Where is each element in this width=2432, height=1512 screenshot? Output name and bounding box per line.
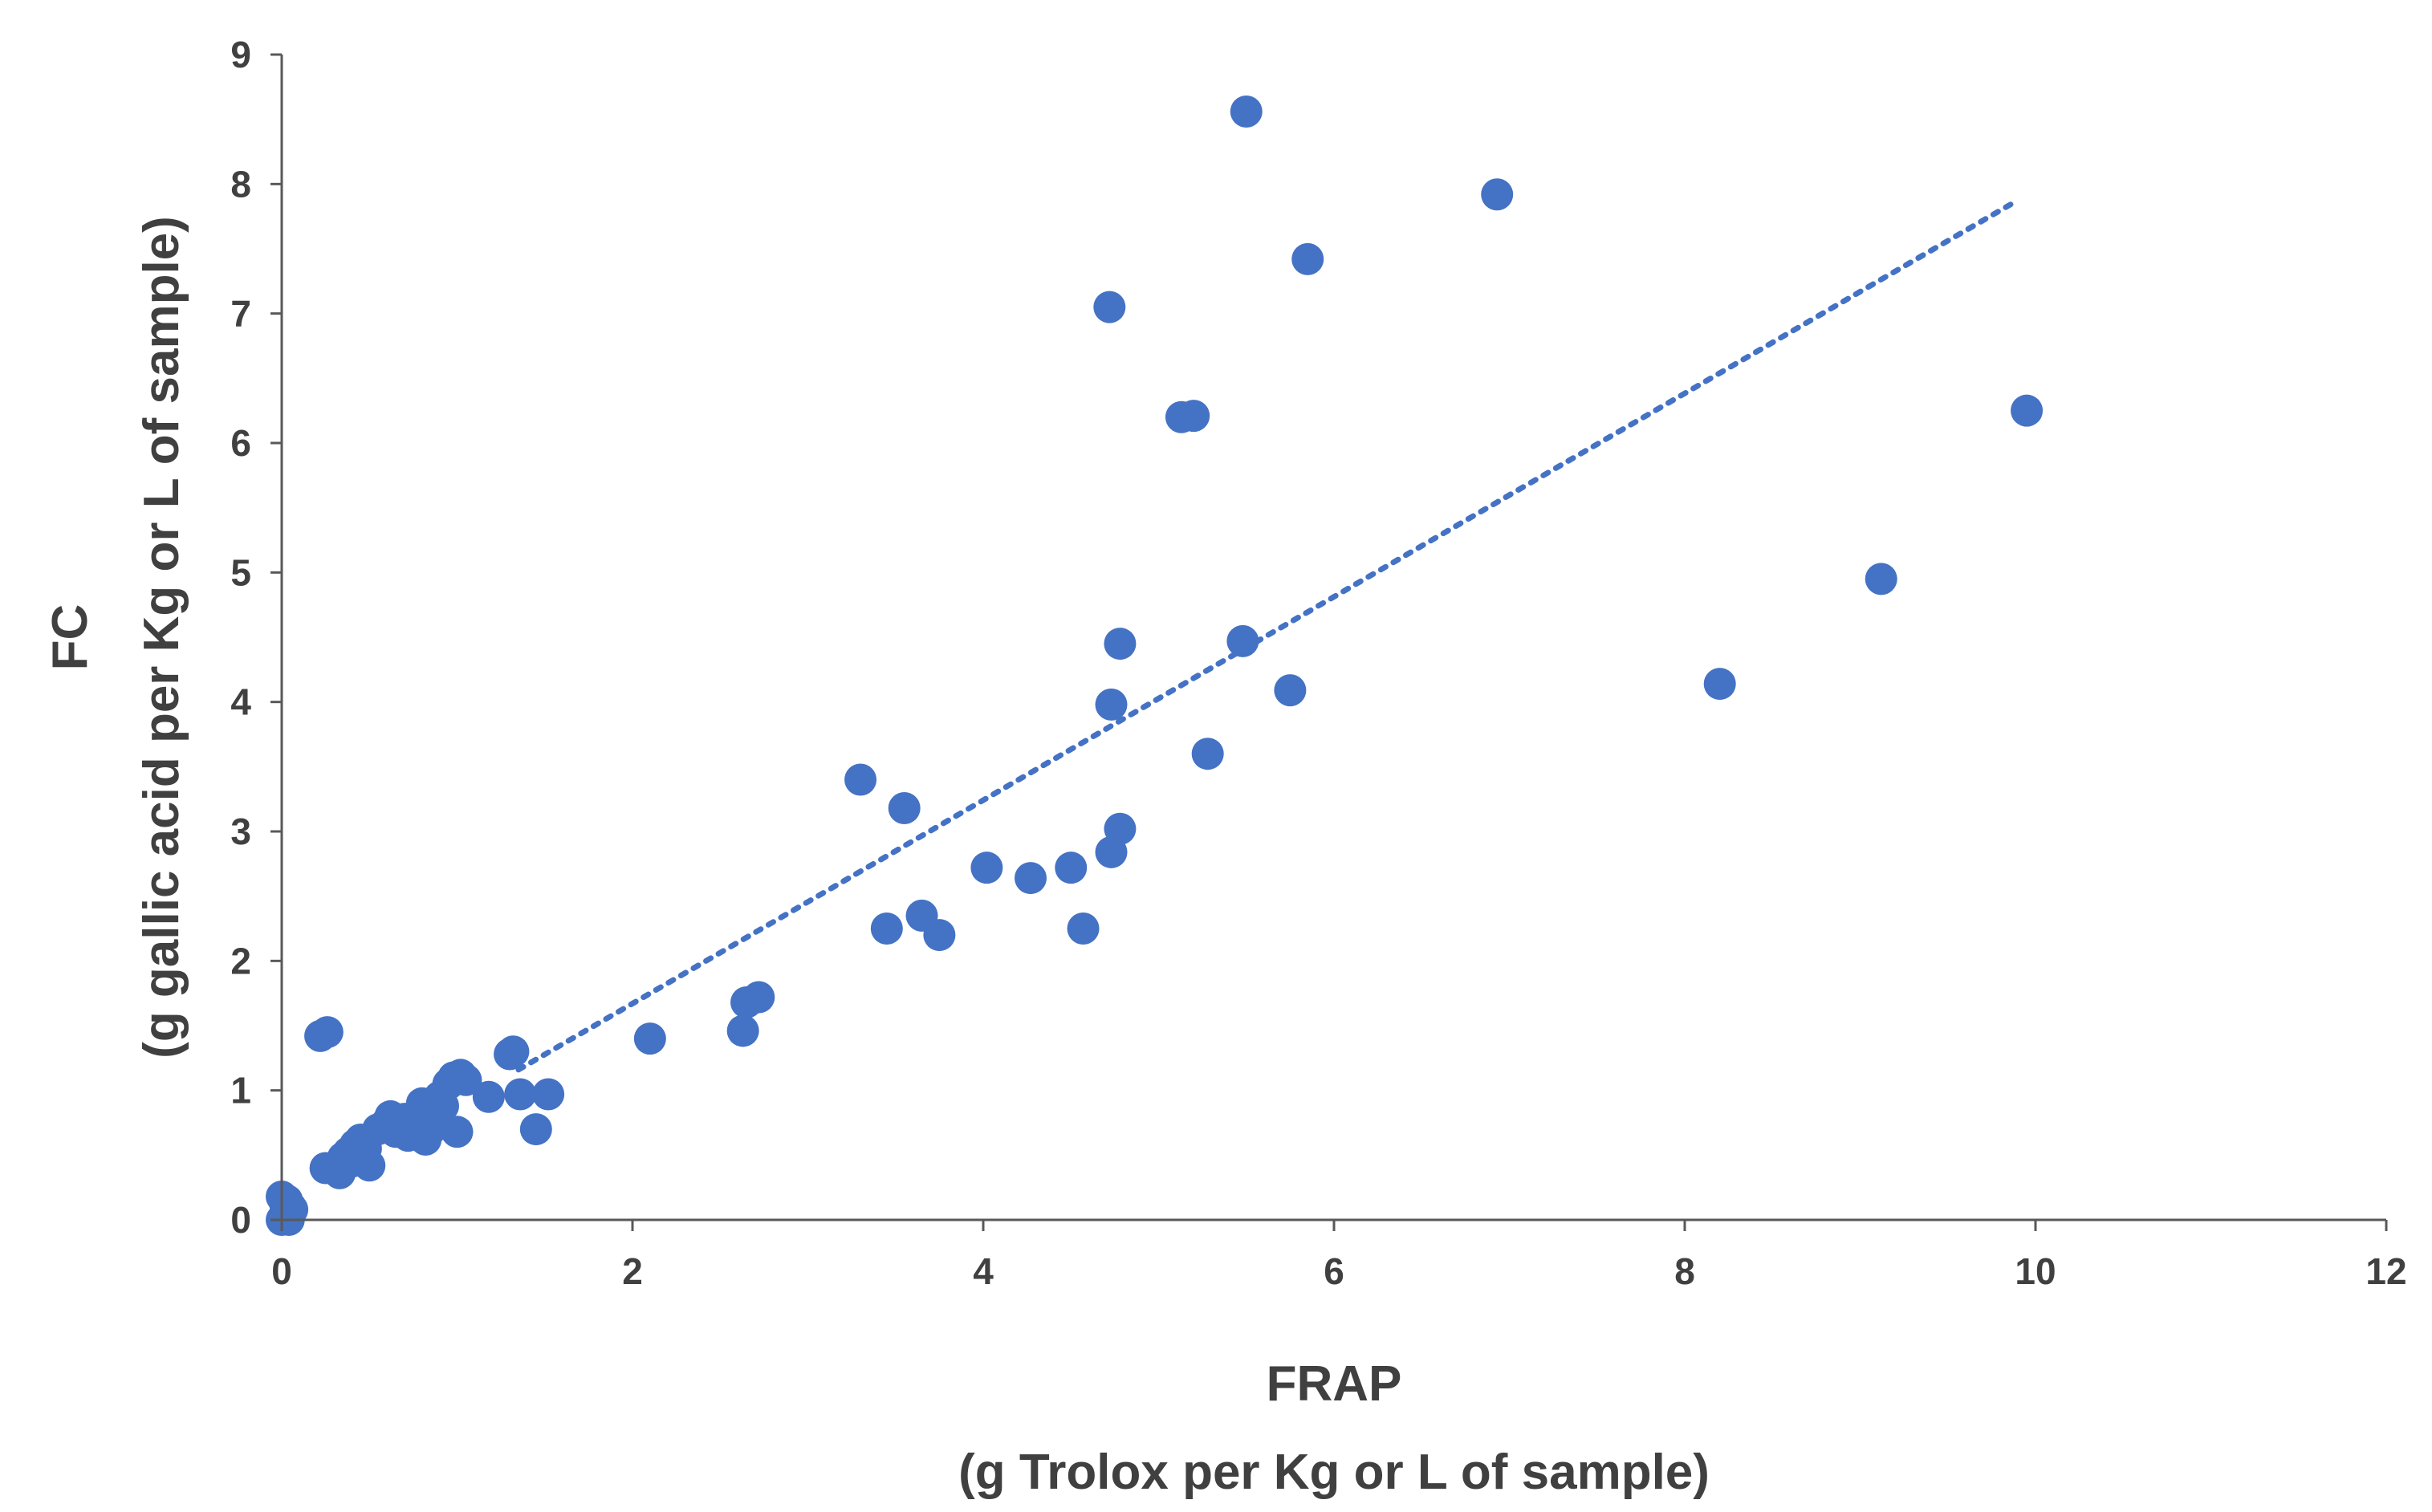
data-point (274, 1196, 307, 1229)
x-axis-subtitle: (g Trolox per Kg or L of sample) (958, 1445, 1710, 1500)
y-tick-label: 8 (230, 163, 251, 205)
x-tick-label: 2 (622, 1250, 643, 1292)
x-tick-label: 12 (2365, 1250, 2406, 1292)
plot-area (266, 95, 2044, 1236)
y-axis-subtitle: (g gallic acid per Kg or L of sample) (134, 216, 189, 1059)
x-tick-label: 0 (271, 1250, 292, 1292)
y-tick-label: 2 (230, 940, 251, 982)
data-point (1177, 400, 1210, 433)
x-tick-label: 8 (1674, 1250, 1695, 1292)
data-point (1055, 852, 1088, 884)
y-axis-title: FC (43, 604, 98, 671)
data-point (1274, 674, 1307, 707)
data-point (519, 1113, 552, 1146)
data-point (1865, 563, 1897, 595)
y-tick-label: 0 (230, 1199, 251, 1241)
data-point (742, 981, 775, 1014)
data-point (472, 1080, 505, 1113)
y-tick-label: 6 (230, 422, 251, 464)
data-point (1093, 291, 1126, 323)
data-point (504, 1078, 537, 1111)
x-tick-label: 10 (2015, 1250, 2056, 1292)
data-point (1104, 628, 1137, 660)
data-point (1230, 95, 1263, 128)
data-point (1014, 862, 1047, 895)
data-point (1067, 912, 1100, 945)
data-point (923, 919, 956, 952)
data-point (888, 791, 921, 824)
data-point (311, 1016, 344, 1049)
data-point (1481, 178, 1514, 211)
data-point (532, 1078, 565, 1111)
y-tick-label: 5 (230, 551, 251, 593)
x-axis-title: FRAP (1267, 1356, 1402, 1412)
data-point (1703, 668, 1736, 701)
data-point (633, 1022, 666, 1055)
x-tick-label: 6 (1324, 1250, 1344, 1292)
y-tick-label: 4 (230, 681, 251, 723)
y-tick-label: 9 (230, 34, 251, 75)
data-point (441, 1116, 474, 1148)
x-tick-label: 4 (973, 1250, 994, 1292)
axes (280, 55, 2386, 1221)
data-point (1291, 242, 1324, 275)
data-point (1191, 738, 1224, 770)
data-point (1104, 812, 1137, 845)
trendline (515, 199, 2018, 1073)
y-tick-label: 3 (230, 811, 251, 852)
data-point (327, 1141, 360, 1174)
data-point (726, 1014, 759, 1047)
data-point (970, 852, 1003, 884)
data-point (844, 763, 877, 796)
data-point (2011, 394, 2044, 427)
data-point (1095, 688, 1128, 721)
data-point (870, 912, 903, 945)
data-point (1226, 624, 1259, 657)
data-point (449, 1063, 482, 1096)
y-tick-label: 1 (230, 1070, 251, 1112)
data-point (497, 1035, 530, 1068)
y-tick-label: 7 (230, 293, 251, 335)
